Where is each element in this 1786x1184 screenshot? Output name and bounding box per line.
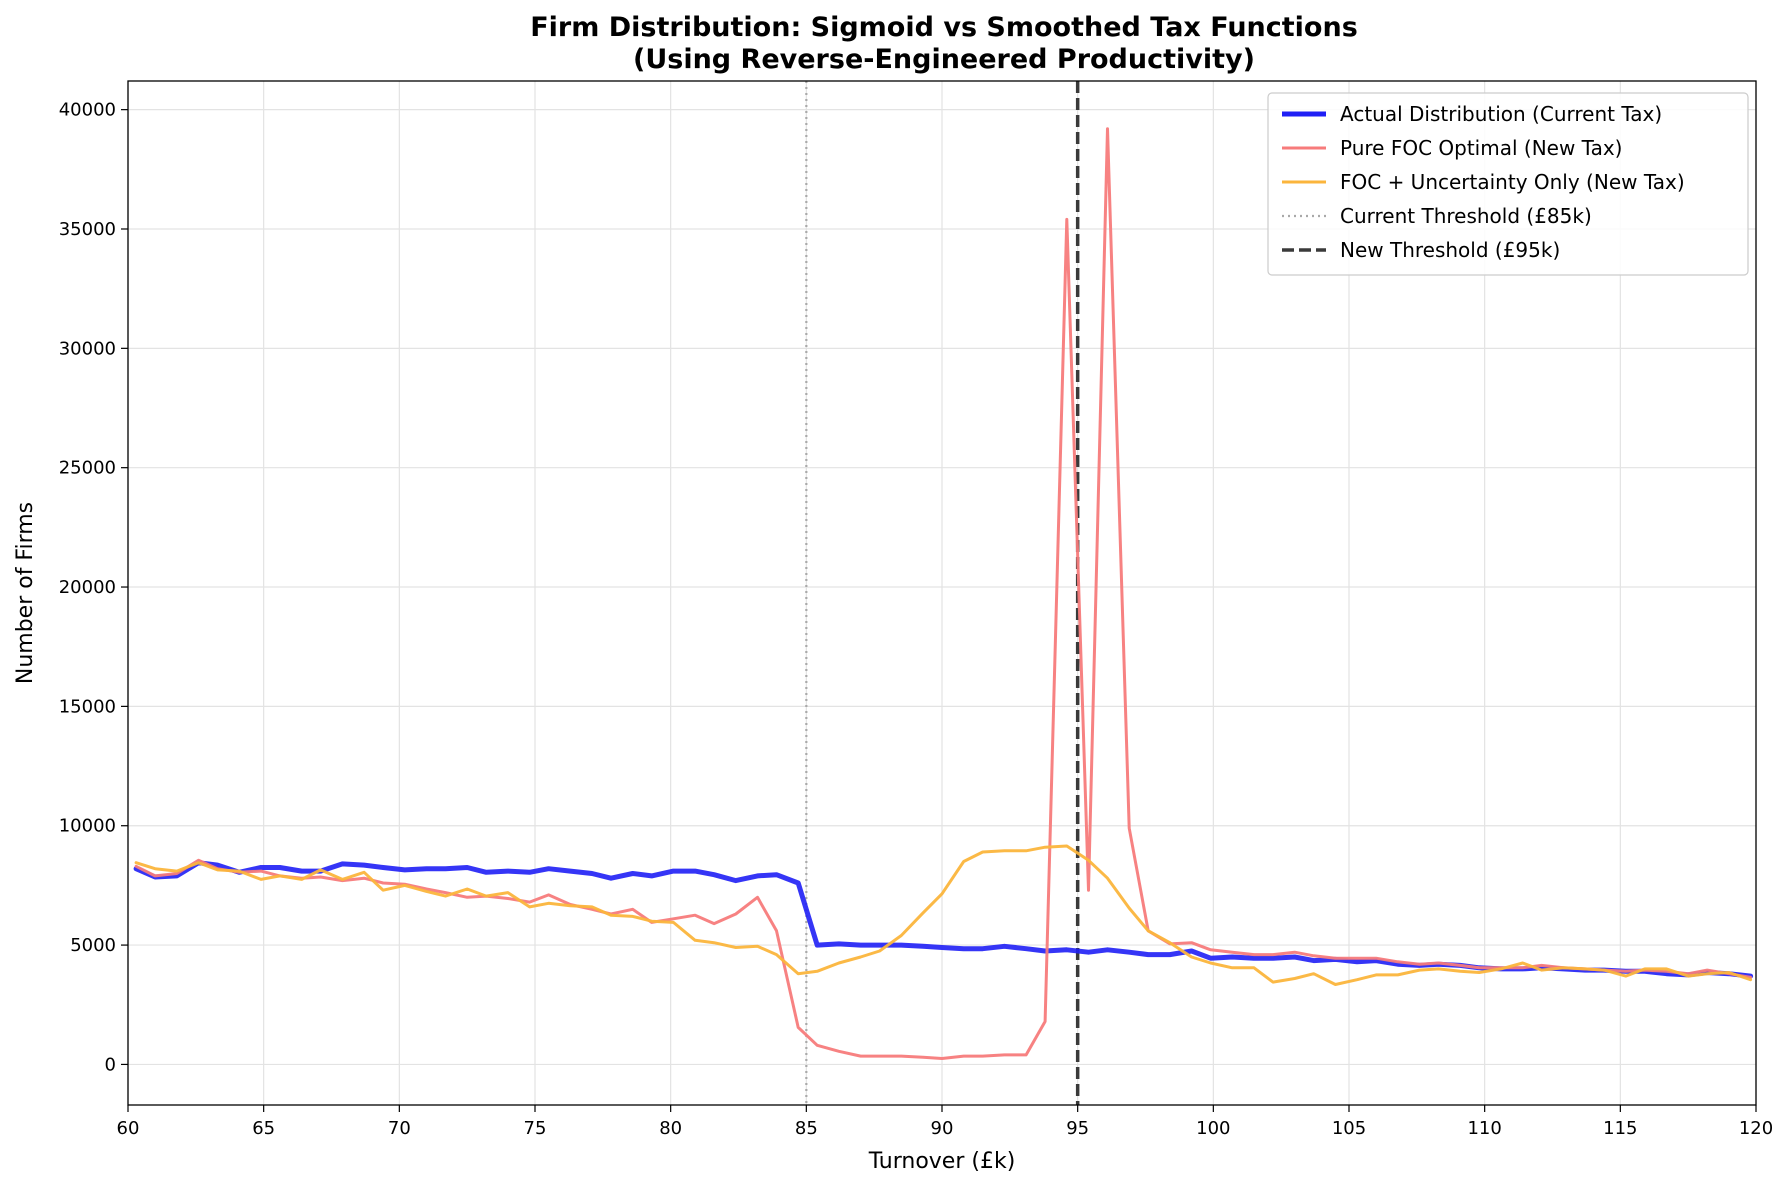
x-tick-label: 85 xyxy=(795,1118,818,1139)
legend-label: Pure FOC Optimal (New Tax) xyxy=(1340,136,1622,160)
y-tick-label: 0 xyxy=(105,1054,116,1075)
y-tick-label: 35000 xyxy=(59,219,116,240)
x-tick-label: 70 xyxy=(388,1118,411,1139)
legend: Actual Distribution (Current Tax) Pure FO… xyxy=(1267,92,1749,276)
y-tick-label: 40000 xyxy=(59,100,116,121)
y-tick-label: 30000 xyxy=(59,338,116,359)
y-axis: 0 5000 10000 15000 20000 25000 30000 35000 40000 xyxy=(59,100,128,1075)
legend-label: Current Threshold (£85k) xyxy=(1340,204,1592,228)
legend-label: FOC + Uncertainty Only (New Tax) xyxy=(1340,170,1685,194)
x-tick-label: 75 xyxy=(524,1118,547,1139)
x-tick-label: 120 xyxy=(1739,1118,1773,1139)
x-axis-label: Turnover (£k) xyxy=(868,1149,1016,1174)
x-tick-label: 80 xyxy=(659,1118,682,1139)
y-tick-label: 5000 xyxy=(70,935,116,956)
legend-label: Actual Distribution (Current Tax) xyxy=(1340,102,1662,126)
x-tick-label: 65 xyxy=(252,1118,275,1139)
legend-label: New Threshold (£95k) xyxy=(1340,238,1560,262)
y-tick-label: 25000 xyxy=(59,458,116,479)
x-tick-label: 60 xyxy=(117,1118,140,1139)
legend-box xyxy=(1267,92,1749,276)
x-tick-label: 100 xyxy=(1196,1118,1230,1139)
y-tick-label: 15000 xyxy=(59,696,116,717)
chart-subtitle: (Using Reverse-Engineered Productivity) xyxy=(633,44,1255,75)
x-tick-label: 90 xyxy=(931,1118,954,1139)
x-tick-label: 105 xyxy=(1332,1118,1366,1139)
x-axis: 60 65 70 75 80 85 90 95 100 105 110 115 120 xyxy=(117,1105,1773,1139)
x-tick-label: 110 xyxy=(1467,1118,1501,1139)
series-line-2 xyxy=(134,844,1753,986)
x-tick-label: 95 xyxy=(1066,1118,1089,1139)
series-lines xyxy=(133,127,1754,1060)
y-tick-label: 10000 xyxy=(59,816,116,837)
chart-title: Firm Distribution: Sigmoid vs Smoothed T… xyxy=(530,12,1358,43)
x-tick-label: 115 xyxy=(1603,1118,1637,1139)
y-tick-label: 20000 xyxy=(59,577,116,598)
y-axis-label: Number of Firms xyxy=(13,502,38,684)
